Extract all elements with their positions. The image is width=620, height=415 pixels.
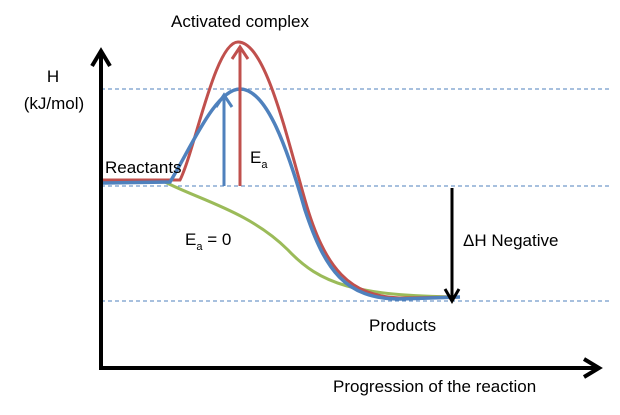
x-axis-label: Progression of the reaction	[333, 377, 536, 396]
y-axis-symbol: H	[47, 67, 59, 86]
y-axis	[90, 47, 112, 370]
catalyzed-curve	[102, 87, 461, 301]
y-axis-unit: (kJ/mol)	[24, 94, 84, 113]
uncatalyzed-curve	[103, 40, 461, 300]
zero-activation-label: Ea = 0	[185, 230, 231, 253]
products-label: Products	[369, 316, 436, 335]
activated-complex-label: Activated complex	[171, 12, 309, 31]
reactants-label: Reactants	[105, 158, 182, 177]
catalyzed-activation-arrow	[214, 92, 234, 186]
enthalpy-change-label: ΔH Negative	[463, 231, 558, 250]
uncatalyzed-activation-arrow	[230, 44, 250, 186]
activation-energy-label: Ea	[250, 148, 268, 171]
enthalpy-change-arrow	[443, 188, 461, 304]
no-barrier-curve	[164, 180, 461, 299]
x-axis	[99, 357, 603, 379]
